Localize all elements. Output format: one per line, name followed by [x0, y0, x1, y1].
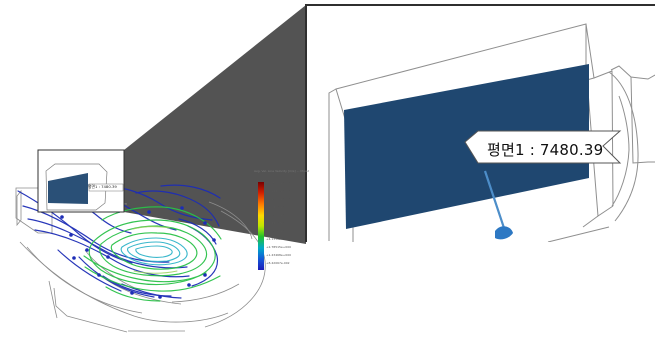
legend-label: +6.83657e+000: [266, 221, 292, 225]
zoomed-measurement-window: 평면1 : 7480.39: [305, 4, 655, 242]
legend-labels: +1.35889e+001 +1.22385e+001 +1.08880e+00…: [266, 181, 308, 271]
legend-label: +1.43468e+000: [266, 253, 292, 257]
legend-color-bar: [258, 182, 264, 270]
legend-label: +1.22385e+001: [266, 189, 292, 193]
legend-label: +1.35889e+001: [266, 181, 292, 185]
measured-plane: [344, 64, 589, 229]
legend-label: +8.18704e+000: [266, 213, 292, 217]
legend-label: +5.48610e+000: [266, 229, 292, 233]
mini-measurement-label: 평면1 : 7480.39: [88, 184, 117, 189]
overview-inset-box: [37, 149, 125, 213]
measurement-label: 평면1 : 7480.39: [487, 141, 604, 159]
legend-label: +9.53752e+000: [266, 205, 292, 209]
legend-label: +4.13562e+000: [266, 237, 292, 241]
legend-label: +1.08880e+001: [266, 197, 292, 201]
legend-label: +8.42067e-002: [266, 261, 290, 265]
zoomed-plane-render: [328, 23, 655, 242]
legend-title: Avg. Vel. Line Velocity [m/s] ... Mixed: [254, 169, 310, 173]
velocity-legend: Avg. Vel. Line Velocity [m/s] ... Mixed …: [254, 169, 310, 277]
velocity-streamlines: [17, 184, 222, 302]
legend-label: +2.78515e+000: [266, 245, 292, 249]
